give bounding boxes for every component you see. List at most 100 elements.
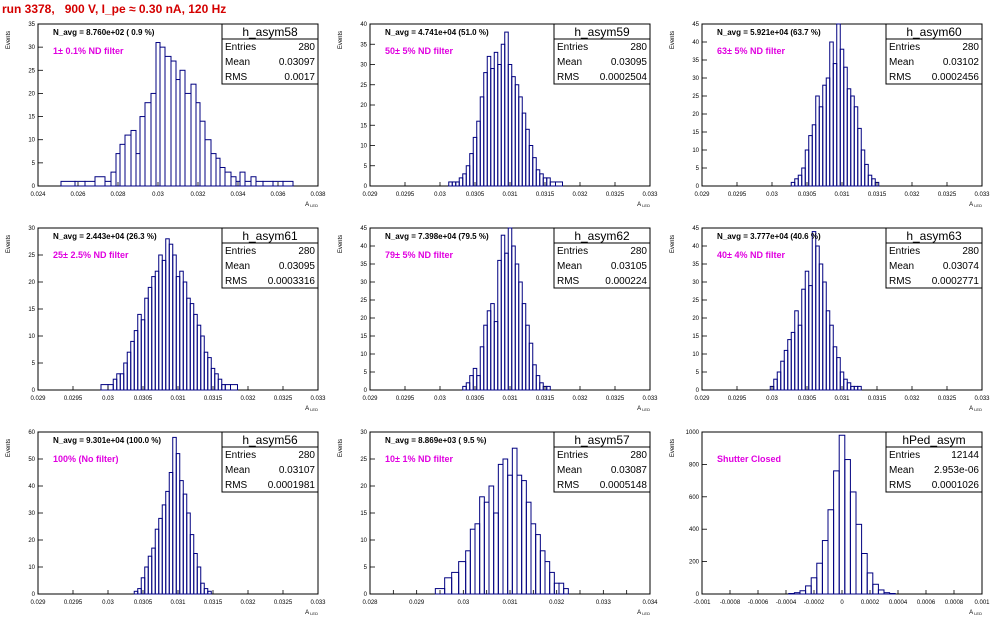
histogram-bins [790,23,880,187]
y-tick-label: 45 [692,226,699,232]
y-tick-label: 5 [364,370,368,376]
y-tick-label: 800 [689,462,700,468]
x-tick-label: 0.03 [102,600,114,606]
y-tick-label: 20 [28,91,35,97]
histogram-pad-asym63: 0.029 0.0295 0.03 0.0305 0.031 0.0315 0.032 0.0… [670,226,990,412]
x-tick-label: 0.0305 [466,396,485,402]
y-tick-label: 5 [32,161,36,167]
filter-annotation: 50± 5% ND filter [385,46,453,56]
x-tick-label: 0.032 [572,396,588,402]
stats-box [885,23,983,85]
y-tick-label: 10 [360,352,367,358]
y-tick-label: 45 [692,22,699,28]
navg-text: N_avg = 8.760e+02 ( 0.9 %) [53,28,155,37]
x-tick-label: 0.033 [596,600,612,606]
stat-label: Entries [889,42,920,53]
y-tick-label: 45 [360,226,367,232]
y-tick-label: 30 [360,63,367,69]
x-tick-label: 0 [840,600,844,606]
x-tick-label: 0.0315 [204,396,223,402]
stats-box [885,227,983,289]
y-tick-label: 40 [360,22,367,28]
stats-box [553,431,651,493]
y-axis-label: Events [670,235,676,253]
y-tick-label: 15 [360,511,367,517]
histogram-bin [555,181,563,187]
stat-value: 280 [630,42,647,53]
stat-value: 280 [298,42,315,53]
y-tick-label: 10 [28,334,35,340]
x-tick-label: 0.03 [766,396,778,402]
page-title: run 3378, 900 V, I_pe ≈ 0.30 nA, 120 Hz [2,2,227,16]
y-tick-label: 15 [28,115,35,121]
x-tick-label: 0.032 [549,600,565,606]
y-tick-label: 0 [364,388,368,394]
x-tick-label: 0.0295 [396,396,415,402]
histogram-bin [282,180,294,187]
stat-label: Mean [225,57,250,68]
histogram-bins [788,434,896,595]
stat-value: 280 [630,450,647,461]
x-tick-label: -0.0006 [748,600,769,606]
filter-annotation: 100% (No filter) [53,454,119,464]
x-tick-label: 0.031 [502,396,518,402]
x-tick-label: 0.0295 [728,192,747,198]
y-axis-label: Events [338,31,344,49]
histogram-name: h_asym58 [242,25,298,39]
y-tick-label: 600 [689,495,700,501]
x-tick-label: 0.0315 [536,192,555,198]
stat-label: Mean [225,261,250,272]
y-axis-label: Events [338,235,344,253]
x-tick-label: 0.038 [310,192,326,198]
y-tick-label: 20 [360,316,367,322]
histogram-name: h_asym56 [242,433,298,447]
stat-value: 0.03102 [943,57,980,68]
x-tick-label: 0.0325 [938,396,957,402]
histogram-bins [462,227,551,391]
x-axis-label: A LED [637,202,650,208]
y-tick-label: 50 [28,457,35,463]
y-tick-label: 35 [360,42,367,48]
x-tick-label: 0.0315 [868,192,887,198]
stat-value: 0.0001026 [932,480,980,491]
stat-label: RMS [225,276,248,287]
stat-label: Entries [557,42,588,53]
x-tick-label: 0.0325 [606,396,625,402]
y-tick-label: 20 [28,280,35,286]
y-tick-label: 25 [692,298,699,304]
x-tick-label: 0.0305 [134,396,153,402]
histogram-bin [196,566,202,595]
x-tick-label: 0.0002 [861,600,880,606]
y-tick-label: 0 [696,592,700,598]
x-tick-label: 0.0305 [798,192,817,198]
x-tick-label: 0.0315 [536,396,555,402]
y-tick-label: 30 [28,226,35,232]
stat-value: 0.0003316 [268,276,316,287]
x-tick-label: 0.0295 [728,396,747,402]
stat-value: 280 [298,246,315,257]
filter-annotation: 25± 2.5% ND filter [53,250,129,260]
x-tick-label: 0.029 [694,396,710,402]
x-tick-label: 0.033 [974,192,990,198]
y-tick-label: 15 [692,130,699,136]
stat-value: 0.03074 [943,261,980,272]
y-tick-label: 60 [28,430,35,436]
y-tick-label: 20 [692,316,699,322]
stat-value: 0.03107 [279,465,316,476]
y-tick-label: 15 [28,307,35,313]
stats-box [885,431,983,493]
navg-text: N_avg = 7.398e+04 (79.5 %) [385,232,489,241]
x-axis-label: A LED [305,406,318,412]
y-axis-label: Events [338,439,344,457]
histogram-pad-asym60: 0.029 0.0295 0.03 0.0305 0.031 0.0315 0.032 0.0… [670,22,990,208]
y-tick-label: 20 [360,484,367,490]
x-tick-label: -0.0002 [804,600,825,606]
y-tick-label: 40 [360,244,367,250]
navg-text: N_avg = 5.921e+04 (63.7 %) [717,28,821,37]
x-tick-label: 0.028 [110,192,126,198]
stat-value: 0.03097 [279,57,316,68]
y-tick-label: 0 [696,184,700,190]
x-tick-label: 0.0315 [204,600,223,606]
stat-label: Mean [889,261,914,272]
stat-label: RMS [557,276,580,287]
